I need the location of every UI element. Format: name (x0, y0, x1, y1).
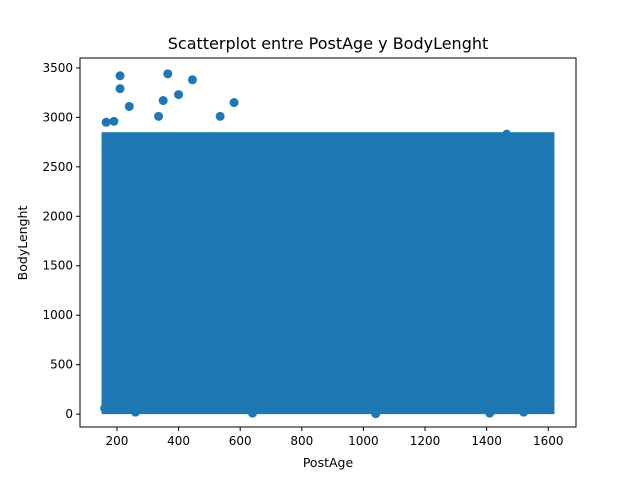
data-point (543, 202, 553, 212)
data-point (502, 129, 512, 139)
data-point (215, 111, 225, 121)
x-tick-label: 1600 (533, 434, 564, 448)
x-tick-label: 600 (229, 434, 252, 448)
data-point (445, 132, 455, 142)
y-tick-label: 2500 (42, 160, 73, 174)
data-point (229, 98, 239, 108)
data-point (115, 71, 125, 81)
data-point (534, 191, 544, 201)
y-tick-label: 1000 (42, 308, 73, 322)
data-point (543, 312, 553, 322)
data-point (537, 182, 547, 192)
data-point (506, 152, 516, 162)
x-tick-label: 1000 (348, 434, 379, 448)
data-point (529, 134, 539, 144)
y-tick-label: 2000 (42, 209, 73, 223)
data-point (543, 286, 553, 296)
data-point (163, 69, 173, 79)
data-point (540, 241, 550, 251)
y-axis: 0 500 1000 1500 2000 2500 3000 3500 (42, 61, 80, 421)
data-point (543, 365, 553, 375)
data-point (539, 219, 549, 229)
data-point (124, 101, 134, 111)
x-tick-label: 1400 (471, 434, 502, 448)
data-point (542, 403, 552, 413)
data-point (545, 393, 555, 403)
y-tick-label: 3000 (42, 110, 73, 124)
x-tick-label: 200 (106, 434, 129, 448)
data-point (519, 231, 529, 241)
data-point (545, 268, 555, 278)
dense-point-cloud (101, 132, 555, 415)
data-point (531, 162, 541, 172)
y-tick-label: 0 (65, 407, 73, 421)
data-point (187, 75, 197, 85)
plot-area (100, 69, 555, 419)
data-point (522, 187, 532, 197)
data-point (115, 84, 125, 94)
data-point (248, 408, 258, 418)
data-point (100, 403, 110, 413)
data-point (371, 409, 381, 419)
data-point (174, 90, 184, 100)
data-point (522, 142, 532, 152)
x-tick-label: 400 (167, 434, 190, 448)
data-point (466, 133, 476, 143)
data-point (494, 154, 504, 164)
data-point (451, 181, 461, 191)
y-axis-label: BodyLenght (15, 206, 30, 281)
data-point (525, 271, 535, 281)
data-point (488, 172, 498, 182)
data-point (512, 167, 522, 177)
data-point (130, 407, 140, 417)
data-point (526, 300, 536, 310)
data-point (512, 182, 522, 192)
data-point (485, 408, 495, 418)
y-tick-label: 500 (50, 358, 73, 372)
chart-title: Scatterplot entre PostAge y BodyLenght (168, 34, 489, 53)
x-tick-label: 1200 (410, 434, 441, 448)
data-point (158, 96, 168, 106)
x-axis-label: PostAge (303, 455, 354, 470)
x-axis: 200 400 600 800 1000 1200 1400 1600 (106, 427, 564, 448)
y-tick-label: 3500 (42, 61, 73, 75)
y-tick-label: 1500 (42, 259, 73, 273)
data-point (154, 111, 164, 121)
data-point (544, 334, 554, 344)
data-point (528, 330, 538, 340)
data-point (503, 177, 513, 187)
x-tick-label: 800 (290, 434, 313, 448)
data-point (519, 407, 529, 417)
data-point (109, 116, 119, 126)
data-point (101, 117, 111, 127)
data-point (536, 143, 546, 153)
axes-frame (79, 57, 577, 428)
